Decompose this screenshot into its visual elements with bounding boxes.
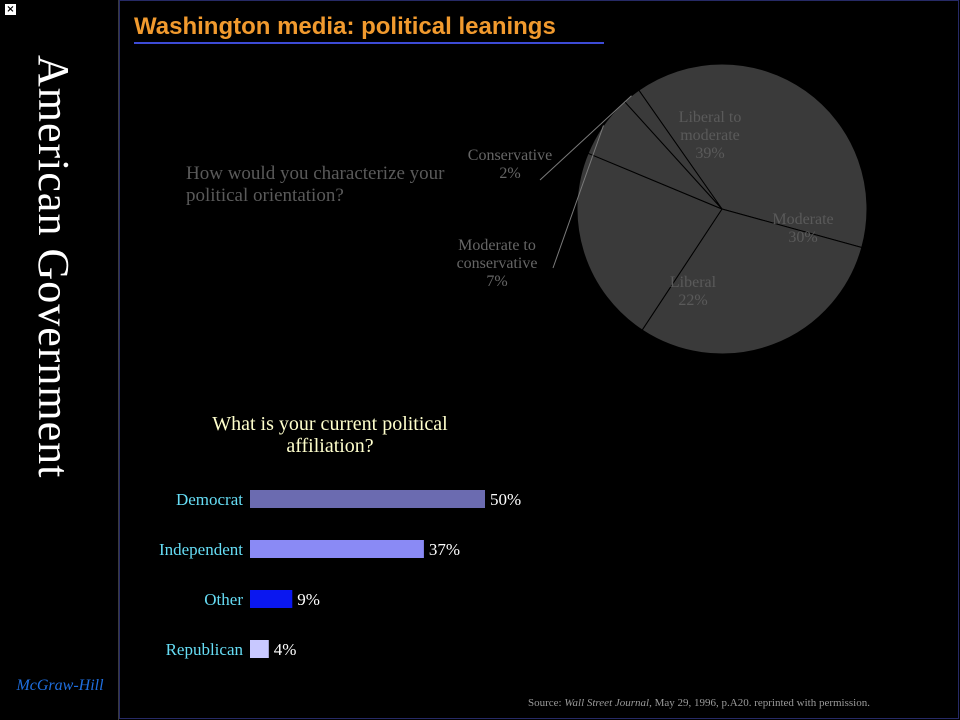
pie-label-1: Moderate 30% [772,211,833,246]
pie-label-line: 30% [788,229,817,246]
pie-label-line: Moderate to [458,237,536,254]
pie-label-line: 7% [486,273,507,290]
pie-label-4: Conservative 2% [468,147,552,182]
pie-label-0: Liberal to moderate 39% [679,109,742,162]
pie-label-2: Liberal 22% [670,274,717,309]
pie-leader-line-3 [552,125,604,269]
bar-category-label-0: Democrat [176,490,243,509]
pie-label-line: 39% [695,145,724,162]
pie-label-line: conservative [457,255,538,272]
pie-slice-0 [638,63,868,249]
pie-label-line: 2% [499,165,520,182]
pie-label-line: Liberal [670,274,717,291]
source-prefix: Source: [528,697,565,709]
bar-category-label-3: Republican [166,640,244,659]
bar-category-label-2: Other [204,590,243,609]
publisher-logo: McGraw-Hill [16,677,104,694]
bar-category-label-1: Independent [159,540,243,559]
sidebar-title: American Government [29,55,78,479]
bar-value-label-0: 50% [490,490,521,509]
close-icon[interactable]: × [5,4,16,15]
pie-label-line: Liberal to [679,109,742,126]
sidebar: × American Government McGraw-Hill [0,0,119,720]
bar-chart-title: What is your current political affiliati… [212,413,448,457]
pie-label-3: Moderate to conservative 7% [457,237,538,290]
pie-slice-1 [641,208,863,355]
pie-label-line: moderate [680,127,740,144]
bar-value-label-1: 37% [429,540,460,559]
title-underline [134,42,604,44]
bar-1 [250,540,424,558]
source-note: Source: Wall Street Journal, May 29, 199… [528,697,870,709]
pie-slice-2 [576,152,723,331]
bar-value-label-2: 9% [297,590,320,609]
pie-leader-line-4 [539,95,632,181]
source-rest: , May 29, 1996, p.A20. reprinted with pe… [649,697,870,709]
source-publication: Wall Street Journal [564,697,650,709]
page-title: Washington media: political leanings [134,13,556,40]
pie-label-line: Conservative [468,147,552,164]
pie-chart-title: How would you characterize your politica… [186,163,445,206]
pie-label-line: Moderate [772,211,833,228]
bar-value-label-3: 4% [274,640,297,659]
bar-2 [250,590,293,608]
bar-0 [250,490,485,508]
bar-3 [250,640,269,658]
pie-label-line: 22% [678,292,707,309]
